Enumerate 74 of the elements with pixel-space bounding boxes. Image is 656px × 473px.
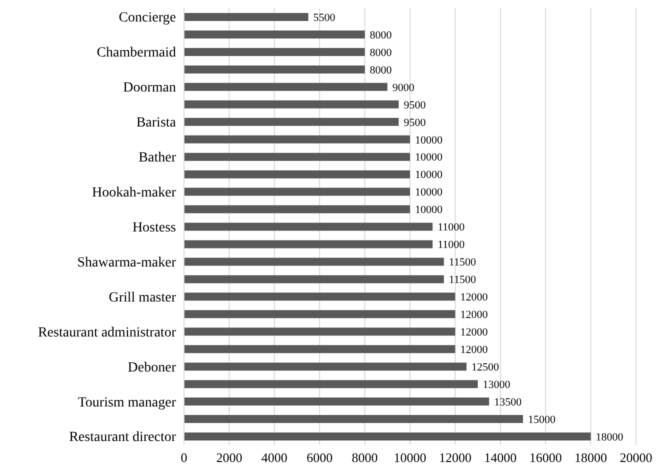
y-tick-label: Hookah-maker bbox=[92, 186, 176, 201]
data-label: 11000 bbox=[438, 222, 466, 234]
bar bbox=[184, 258, 444, 266]
bar bbox=[184, 398, 490, 406]
data-label: 13500 bbox=[494, 396, 522, 408]
data-label: 12000 bbox=[460, 292, 488, 304]
y-tick-label: Grill master bbox=[108, 290, 176, 306]
data-label: 5500 bbox=[313, 12, 336, 24]
y-tick-label: Doorman bbox=[123, 80, 176, 96]
data-label: 18000 bbox=[596, 431, 624, 444]
bar bbox=[184, 328, 456, 336]
data-label: 10000 bbox=[415, 152, 443, 164]
data-label: 8000 bbox=[370, 64, 392, 76]
bar bbox=[184, 345, 456, 354]
data-label: 12000 bbox=[460, 326, 488, 339]
bar bbox=[184, 205, 410, 214]
bar bbox=[184, 100, 399, 108]
bar bbox=[184, 362, 466, 371]
bar bbox=[184, 13, 308, 21]
y-tick-label: Deboner bbox=[128, 360, 176, 376]
data-label: 12000 bbox=[460, 309, 488, 322]
data-label: 8000 bbox=[370, 29, 392, 42]
bar bbox=[184, 415, 523, 424]
data-label: 10000 bbox=[415, 169, 443, 182]
data-label: 15000 bbox=[528, 414, 556, 426]
bar bbox=[184, 275, 444, 284]
y-tick-label: Restaurant administrator bbox=[38, 325, 176, 340]
data-label: 12000 bbox=[460, 344, 488, 356]
x-tick-label: 2000 bbox=[216, 450, 242, 466]
bar bbox=[184, 135, 410, 144]
y-tick-label: Concierge bbox=[118, 10, 176, 26]
y-tick-label: Shawarma-maker bbox=[77, 255, 176, 270]
x-tick-label: 10000 bbox=[394, 450, 426, 466]
x-tick-label: 16000 bbox=[529, 450, 562, 466]
bar bbox=[184, 82, 388, 91]
data-label: 10000 bbox=[415, 186, 443, 199]
bar bbox=[184, 292, 456, 301]
bar bbox=[184, 118, 399, 126]
data-label: 12500 bbox=[472, 362, 500, 374]
y-tick-label: Chambermaid bbox=[96, 46, 176, 61]
bar bbox=[184, 240, 433, 248]
y-tick-label: Restaurant director bbox=[69, 430, 176, 446]
bar bbox=[184, 222, 433, 231]
bar bbox=[184, 30, 365, 38]
bar bbox=[184, 310, 456, 318]
x-tick-label: 6000 bbox=[306, 450, 333, 466]
data-label: 9500 bbox=[404, 99, 426, 112]
data-label: 10000 bbox=[415, 134, 443, 146]
data-label: 8000 bbox=[370, 46, 392, 59]
y-tick-label: Bather bbox=[138, 150, 176, 166]
bar bbox=[184, 48, 365, 56]
data-label: 11000 bbox=[438, 239, 466, 252]
bar bbox=[184, 65, 365, 74]
bar bbox=[184, 152, 410, 161]
bar bbox=[184, 432, 591, 441]
data-label: 11500 bbox=[448, 256, 476, 269]
x-tick-label: 20000 bbox=[620, 450, 652, 466]
y-tick-label: Tourism manager bbox=[78, 395, 176, 410]
x-tick-label: 0 bbox=[180, 450, 188, 466]
data-label: 9000 bbox=[392, 82, 415, 94]
x-tick-label: 18000 bbox=[574, 450, 608, 466]
data-label: 10000 bbox=[415, 204, 443, 216]
data-label: 11500 bbox=[448, 274, 476, 286]
data-label: 13000 bbox=[482, 378, 511, 391]
bar bbox=[184, 170, 410, 178]
data-label: 9500 bbox=[404, 116, 426, 129]
x-tick-label: 12000 bbox=[438, 450, 472, 466]
y-tick-label: Hostess bbox=[132, 220, 176, 236]
x-tick-label: 14000 bbox=[484, 450, 517, 466]
bar bbox=[184, 380, 478, 388]
x-tick-label: 4000 bbox=[261, 450, 288, 466]
y-tick-label: Barista bbox=[136, 116, 177, 131]
bar bbox=[184, 188, 410, 196]
x-tick-label: 8000 bbox=[352, 450, 378, 466]
